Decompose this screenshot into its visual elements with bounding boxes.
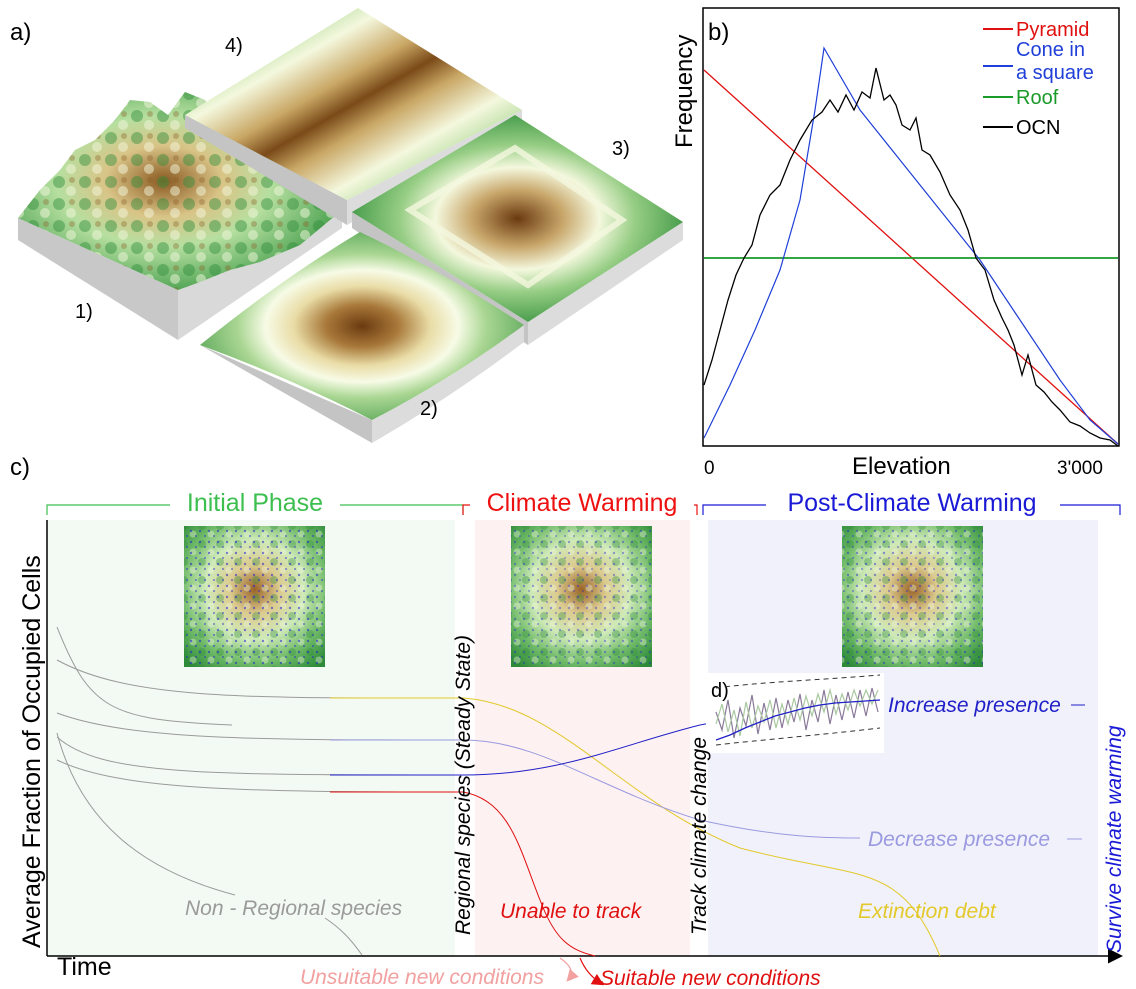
chart-legend: Pyramid Cone in a square Roof OCN — [983, 19, 1094, 139]
series-line-pyramid — [703, 69, 1119, 445]
legend-cone-line2: a square — [1016, 62, 1094, 84]
cone-surface: 2) — [200, 232, 524, 443]
panel-c-label: c) — [10, 454, 30, 481]
annot-non-regional: Non - Regional species — [185, 897, 403, 920]
phase-title-warming: Climate Warming — [487, 489, 678, 517]
chart-ylabel: Frequency — [671, 35, 698, 148]
surface-3-label: 3) — [612, 138, 630, 160]
chart-xtick-3000: 3'000 — [1057, 458, 1103, 479]
inset-d-label: d) — [711, 680, 729, 702]
chart-frame — [702, 7, 1120, 447]
legend-roof: Roof — [1016, 87, 1059, 109]
panel-a-label: a) — [10, 19, 31, 46]
label-survive-warming: Survive climate warming — [1103, 725, 1126, 953]
curve-unable — [330, 791, 596, 957]
inset-d: d) — [706, 673, 884, 753]
series-line-ocn — [703, 67, 1119, 447]
annot-unable: Unable to track — [500, 900, 643, 923]
c-ylabel: Average Fraction of Occupied Cells — [18, 555, 46, 948]
annot-unsuitable: Unsuitable new conditions — [300, 966, 544, 989]
map-post — [842, 526, 983, 667]
map-initial — [184, 526, 325, 667]
chart-xlabel: Elevation — [852, 453, 951, 480]
curve-nonregional-1 — [56, 626, 233, 726]
annot-suitable: Suitable new conditions — [600, 967, 821, 989]
phase-bracket-initial: Initial Phase — [46, 489, 464, 517]
phase-title-post: Post-Climate Warming — [787, 489, 1036, 517]
elevation-chart: Frequency Elevation 0 3'000 Pyramid Cone… — [671, 7, 1120, 480]
legend-ocn: OCN — [1016, 117, 1060, 139]
phase-title-initial: Initial Phase — [187, 489, 323, 517]
legend-cone-line1: Cone in — [1016, 39, 1085, 61]
surface-1-label: 1) — [75, 301, 93, 323]
c-curves — [56, 626, 941, 957]
label-track-change: Track climate change — [688, 737, 711, 935]
annot-decrease: Decrease presence — [868, 828, 1050, 851]
legend-pyramid: Pyramid — [1016, 19, 1089, 41]
phase-bracket-post: Post-Climate Warming — [702, 489, 1121, 517]
annot-increase: Increase presence — [888, 694, 1061, 717]
surface-2-label: 2) — [420, 398, 438, 420]
label-regional-steady: Regional species (Steady State) — [452, 635, 475, 935]
curve-decrease — [330, 739, 861, 839]
phase-bracket-warming: Climate Warming — [462, 489, 698, 517]
curve-extinction-debt — [330, 697, 941, 957]
c-xlabel: Time — [57, 953, 112, 981]
chart-xtick-0: 0 — [704, 458, 715, 479]
annot-extinction: Extinction debt — [858, 900, 997, 923]
panel-b-label: b) — [708, 19, 729, 46]
series-line-cone — [703, 46, 1119, 445]
surface-4-label: 4) — [225, 35, 243, 57]
map-warming — [511, 526, 652, 667]
